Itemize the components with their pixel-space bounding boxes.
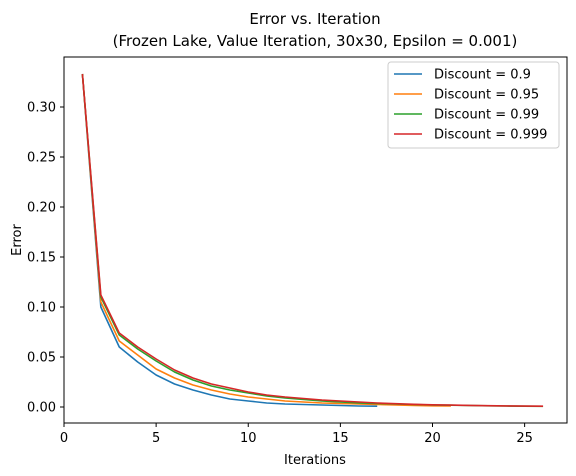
y-tick-label: 0.05 [27,351,56,366]
y-tick-label: 0.15 [27,251,56,266]
series-line-4 [81,73,544,408]
legend-label-1: Discount = 0.9 [434,68,531,83]
y-tick-label: 0.00 [27,401,56,416]
x-tick-label: 5 [152,431,160,446]
y-tick-label: 0.25 [27,151,56,166]
x-tick-label: 0 [60,431,68,446]
x-tick-label: 10 [240,431,257,446]
legend-label-2: Discount = 0.95 [434,88,539,103]
legend: Discount = 0.9 Discount = 0.95 Discount = … [387,61,560,149]
y-axis-label: Error [10,224,25,256]
chart-subtitle: (Frozen Lake, Value Iteration, 30x30, Ep… [113,32,518,50]
legend-box [387,61,560,149]
x-axis-label: Iterations [284,453,346,468]
plot-area [81,73,544,408]
legend-label-4: Discount = 0.999 [434,128,547,143]
chart-title: Error vs. Iteration [249,10,380,28]
plot-frame [63,56,568,424]
x-tick-label: 20 [424,431,441,446]
x-tick-label: 15 [332,431,349,446]
series-line-1 [81,73,378,407]
y-tick-label: 0.20 [27,201,56,216]
series-line-2 [81,73,451,407]
y-tick-label: 0.10 [27,301,56,316]
x-tick-label: 25 [516,431,533,446]
legend-label-3: Discount = 0.99 [434,108,539,123]
y-tick-label: 0.30 [27,101,56,116]
